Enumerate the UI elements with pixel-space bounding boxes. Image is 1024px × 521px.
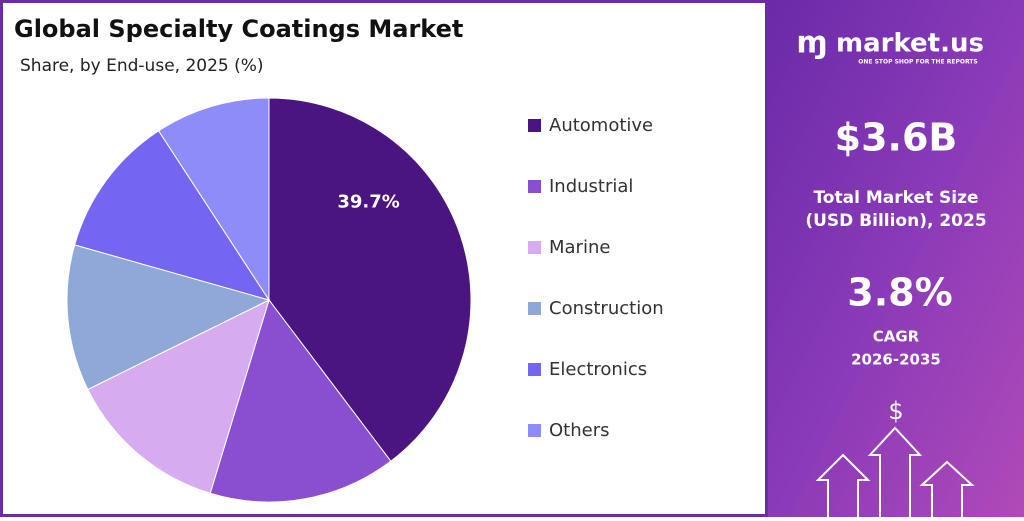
chart-title: Global Specialty Coatings Market — [14, 15, 463, 43]
legend-label: Construction — [549, 298, 664, 319]
legend-swatch — [528, 302, 541, 315]
pie-slice — [66, 244, 271, 391]
legend-swatch — [528, 363, 541, 376]
legend-label: Marine — [549, 237, 610, 258]
cagr-label: CAGR — [873, 328, 920, 346]
legend-swatch — [528, 119, 541, 132]
cagr-label: 2026-2035 — [851, 351, 941, 369]
panel-text: ɱ market.us ONE STOP SHOP FOR THE REPORT… — [796, 26, 986, 426]
market-size-label: (USD Billion), 2025 — [805, 211, 986, 231]
dollar-icon: $ — [888, 397, 903, 425]
brand-logo: ɱ — [796, 26, 827, 61]
legend-swatch — [528, 241, 541, 254]
pie-slice — [209, 298, 392, 503]
tagline: ONE STOP SHOP FOR THE REPORTS — [858, 59, 977, 66]
cagr: 3.8% — [847, 271, 952, 315]
pie-slice — [268, 97, 472, 462]
arrows — [815, 426, 975, 517]
legend-label: Others — [549, 420, 610, 441]
brand: market.us — [836, 29, 984, 59]
legend-label: Automotive — [549, 115, 653, 136]
market-size: $3.6B — [835, 116, 958, 160]
pie-slice — [157, 97, 270, 302]
legend: Automotive Industrial Marine Construction El… — [528, 115, 664, 441]
legend-swatch — [528, 180, 541, 193]
market-size-label: Total Market Size — [813, 188, 978, 208]
pie-slice — [87, 299, 270, 494]
pie-slice — [74, 130, 271, 301]
legend-label: Industrial — [549, 176, 633, 197]
legend-label: Electronics — [549, 359, 647, 380]
legend-swatch — [528, 424, 541, 437]
info-panel — [768, 0, 1024, 517]
chart-subtitle: Share, by End-use, 2025 (%) — [20, 56, 264, 76]
data-label: 39.7% — [337, 192, 399, 213]
pie: 39.7% — [66, 97, 472, 503]
